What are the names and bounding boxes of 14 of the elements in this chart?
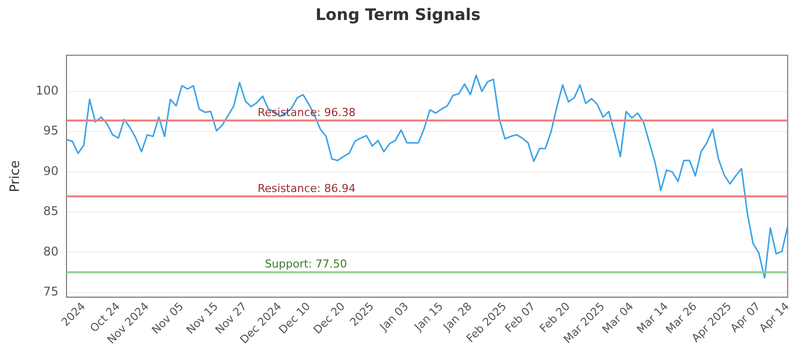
y-tick-label: 80 — [43, 244, 59, 258]
y-tick-label: 85 — [43, 204, 59, 218]
y-tick-label: 90 — [43, 164, 59, 178]
y-tick-label: 100 — [36, 84, 59, 98]
ref-line-label: Support: 77.50 — [264, 258, 348, 271]
x-tick-label: Nov 05 — [149, 300, 186, 337]
x-tick-label: Apr 14 — [756, 300, 792, 335]
y-tick-label: 95 — [43, 124, 59, 138]
chart-title: Long Term Signals — [315, 4, 481, 24]
x-tick-label: Jan 03 — [376, 300, 412, 334]
y-tick-label: 75 — [43, 284, 59, 299]
ref-line-label: Resistance: 86.94 — [258, 182, 356, 195]
x-tick-label: Dec 20 — [310, 300, 348, 336]
y-axis-title: Price — [8, 160, 24, 192]
